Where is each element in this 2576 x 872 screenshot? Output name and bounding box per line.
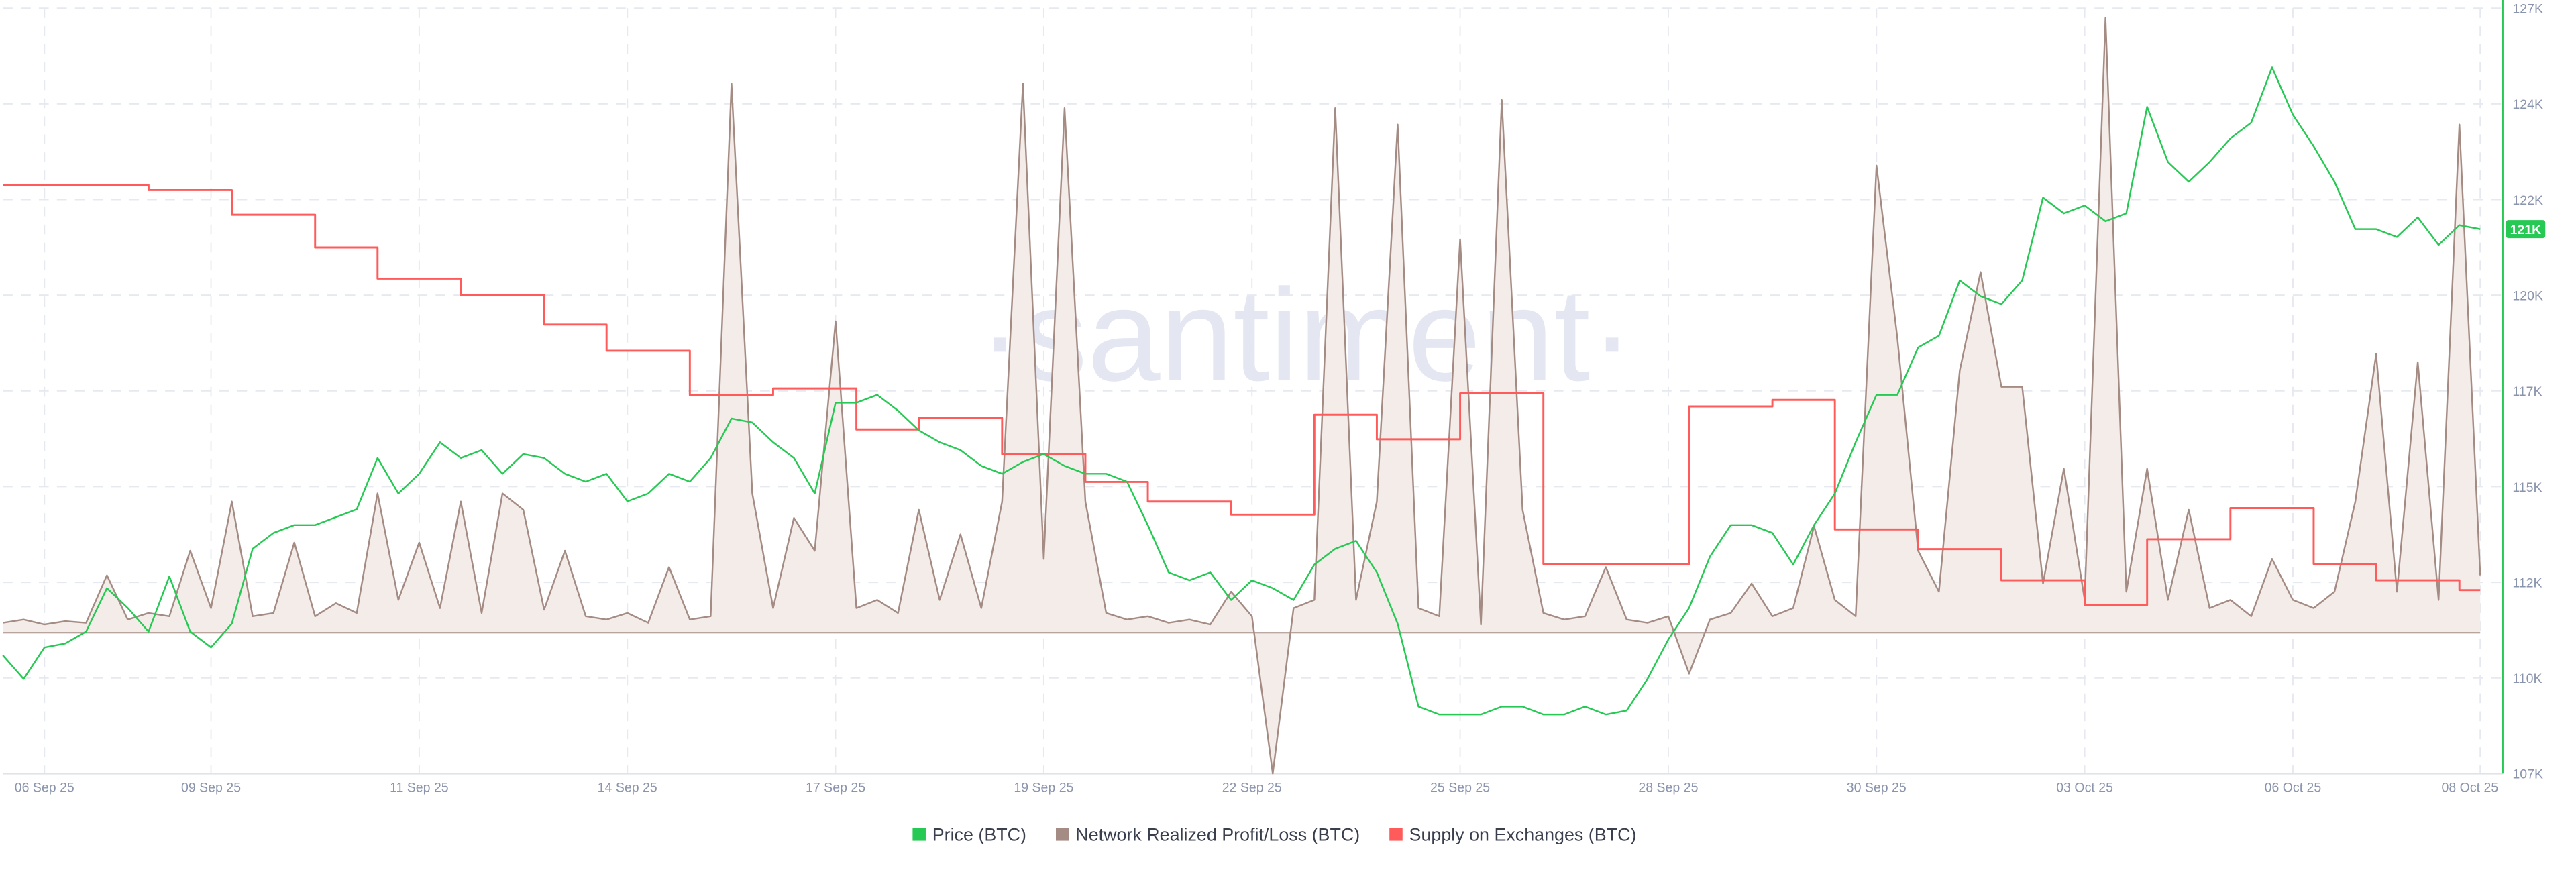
area — [3, 17, 2481, 774]
y2-tick-label: 127K — [2512, 2, 2543, 17]
legend-swatch — [1055, 828, 1069, 841]
y2-tick-label: 117K — [2512, 384, 2542, 399]
x-tick-label: 22 Sep 25 — [1222, 780, 1282, 795]
legend-label: Price (BTC) — [932, 825, 1026, 845]
legend-label: Network Realized Profit/Loss (BTC) — [1075, 825, 1360, 845]
y2-tick-label: 110K — [2512, 671, 2542, 686]
x-tick-label: 06 Oct 25 — [2265, 780, 2322, 795]
x-tick-label: 25 Sep 25 — [1430, 780, 1490, 795]
watermark: ·santiment· — [978, 262, 1634, 408]
legend-label: Supply on Exchanges (BTC) — [1409, 825, 1637, 845]
series-line — [3, 17, 2481, 775]
legend: Price (BTC) Network Realized Profit/Loss … — [912, 825, 1636, 845]
series-line — [3, 184, 2481, 606]
y2-tick-label: 120K — [2512, 288, 2543, 303]
price-tag-label: 121K — [2510, 223, 2542, 237]
x-tick-label: 03 Oct 25 — [2056, 780, 2113, 795]
x-tick-label: 14 Sep 25 — [598, 780, 657, 795]
x-tick-label: 09 Sep 25 — [181, 780, 241, 795]
y2-tick-label: 115K — [2512, 480, 2542, 495]
y2-tick-label: 107K — [2512, 767, 2543, 782]
x-tick-label: 06 Sep 25 — [15, 780, 74, 795]
x-tick-label: 08 Oct 25 — [2441, 780, 2498, 795]
series-line — [2, 66, 2481, 716]
x-tick-label: 11 Sep 25 — [390, 780, 449, 795]
x-tick-label: 17 Sep 25 — [806, 780, 865, 795]
legend-swatch — [1389, 828, 1403, 841]
y2-tick-label: 112K — [2512, 576, 2542, 590]
x-tick-label: 30 Sep 25 — [1847, 780, 1907, 795]
price-tag — [2506, 220, 2546, 239]
y2-tick-label: 122K — [2512, 193, 2543, 208]
legend-swatch — [912, 828, 926, 841]
x-tick-label: 28 Sep 25 — [1638, 780, 1698, 795]
y2-tick-label: 124K — [2512, 97, 2543, 112]
x-tick-label: 19 Sep 25 — [1014, 780, 1073, 795]
